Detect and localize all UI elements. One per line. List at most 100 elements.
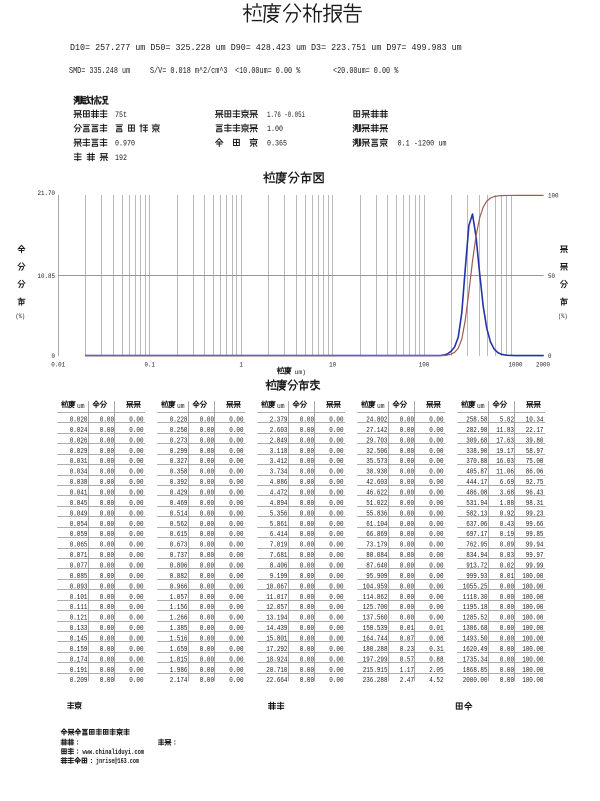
svg-text:0.00: 0.00 — [429, 510, 443, 518]
svg-text:1.815: 1.815 — [170, 656, 188, 664]
svg-text:0.00: 0.00 — [129, 667, 143, 675]
svg-text:0.00: 0.00 — [100, 615, 114, 623]
svg-text:0.00: 0.00 — [129, 583, 143, 591]
svg-text:2.849: 2.849 — [270, 437, 288, 445]
svg-text::: : — [173, 739, 177, 747]
svg-text:0.077: 0.077 — [70, 563, 88, 571]
svg-text:100.00: 100.00 — [522, 636, 543, 644]
svg-text:0.00: 0.00 — [300, 604, 314, 612]
svg-text:24.802: 24.802 — [366, 417, 387, 425]
svg-text:0.020: 0.020 — [70, 417, 88, 425]
svg-text:0.00: 0.00 — [300, 510, 314, 518]
svg-text:17.292: 17.292 — [266, 646, 287, 654]
svg-text:32.506: 32.506 — [366, 448, 387, 456]
svg-text::: : — [76, 749, 80, 757]
svg-text:0.882: 0.882 — [170, 573, 188, 581]
svg-text:7.681: 7.681 — [270, 552, 288, 560]
svg-text:0.00: 0.00 — [100, 583, 114, 591]
svg-text:0.00: 0.00 — [429, 552, 443, 560]
svg-text:0.121: 0.121 — [70, 615, 88, 623]
svg-text:0.00: 0.00 — [129, 636, 143, 644]
svg-text:0.00: 0.00 — [100, 552, 114, 560]
svg-text:0.00: 0.00 — [429, 531, 443, 539]
svg-text:0.00: 0.00 — [129, 573, 143, 581]
svg-text:0.00: 0.00 — [300, 437, 314, 445]
svg-text:29.703: 29.703 — [366, 437, 387, 445]
svg-text:0.00: 0.00 — [400, 479, 414, 487]
svg-text:0.00: 0.00 — [100, 646, 114, 654]
svg-text::: : — [90, 758, 94, 766]
svg-text:86.06: 86.06 — [526, 469, 544, 477]
svg-text:0.00: 0.00 — [429, 604, 443, 612]
svg-text:0.88: 0.88 — [429, 656, 443, 664]
svg-text:0.00: 0.00 — [200, 521, 214, 529]
svg-text:1195.18: 1195.18 — [463, 604, 488, 612]
svg-text:0.00: 0.00 — [100, 490, 114, 498]
svg-text:4.894: 4.894 — [270, 500, 288, 508]
svg-text:0.673: 0.673 — [170, 542, 188, 550]
svg-text:SMD= 335.248 um: SMD= 335.248 um — [69, 66, 130, 76]
svg-text:0.19: 0.19 — [500, 531, 514, 539]
svg-text:0.250: 0.250 — [170, 427, 188, 435]
svg-text:0.00: 0.00 — [100, 448, 114, 456]
svg-text:0.00: 0.00 — [229, 542, 243, 550]
svg-text:22.17: 22.17 — [526, 427, 544, 435]
svg-text:1493.50: 1493.50 — [463, 636, 488, 644]
svg-text:0.00: 0.00 — [229, 583, 243, 591]
svg-text:0.00: 0.00 — [300, 500, 314, 508]
svg-text:100.00: 100.00 — [522, 656, 543, 664]
svg-text:0.209: 0.209 — [70, 677, 88, 685]
svg-text:0.00: 0.00 — [329, 510, 343, 518]
svg-text:27.142: 27.142 — [366, 427, 387, 435]
svg-text:0.00: 0.00 — [300, 552, 314, 560]
svg-text:11.06: 11.06 — [496, 469, 514, 477]
svg-text:0.00: 0.00 — [229, 521, 243, 529]
svg-text:<10.00um= 0.00 %: <10.00um= 0.00 % — [235, 66, 301, 76]
svg-text:0.00: 0.00 — [129, 448, 143, 456]
svg-text:51.022: 51.022 — [366, 500, 387, 508]
svg-text:0.299: 0.299 — [170, 448, 188, 456]
svg-text:0.00: 0.00 — [229, 625, 243, 633]
svg-text:0.00: 0.00 — [500, 677, 514, 685]
svg-text:0.00: 0.00 — [200, 563, 214, 571]
svg-text:9.199: 9.199 — [270, 573, 288, 581]
svg-text:0.00: 0.00 — [300, 490, 314, 498]
svg-text:100.00: 100.00 — [522, 583, 543, 591]
svg-text:0.00: 0.00 — [129, 500, 143, 508]
svg-text:10.067: 10.067 — [266, 583, 287, 591]
svg-text:0.00: 0.00 — [129, 417, 143, 425]
svg-text:22.664: 22.664 — [266, 677, 287, 685]
svg-text:0.00: 0.00 — [229, 448, 243, 456]
svg-text:2.05: 2.05 — [429, 667, 443, 675]
svg-text:0.00: 0.00 — [400, 563, 414, 571]
svg-text:0.00: 0.00 — [129, 531, 143, 539]
svg-text:1.659: 1.659 — [170, 646, 188, 654]
svg-text:0.071: 0.071 — [70, 552, 88, 560]
svg-text:66.869: 66.869 — [366, 531, 387, 539]
svg-text:0.00: 0.00 — [300, 542, 314, 550]
svg-text:114.862: 114.862 — [363, 594, 388, 602]
svg-text:1.516: 1.516 — [170, 636, 188, 644]
svg-text:1.76 -0.05i: 1.76 -0.05i — [267, 111, 305, 120]
svg-text:0.00: 0.00 — [429, 490, 443, 498]
svg-text:0.00: 0.00 — [429, 573, 443, 581]
svg-text:164.744: 164.744 — [363, 636, 388, 644]
svg-text:99.66: 99.66 — [526, 521, 544, 529]
svg-text:17.63: 17.63 — [496, 437, 514, 445]
svg-text:0.00: 0.00 — [229, 500, 243, 508]
svg-text:0.00: 0.00 — [400, 448, 414, 456]
svg-text:0.00: 0.00 — [200, 479, 214, 487]
svg-text:0.024: 0.024 — [70, 427, 88, 435]
svg-text:0.00: 0.00 — [100, 521, 114, 529]
svg-text:0.159: 0.159 — [70, 646, 88, 654]
svg-text:100.00: 100.00 — [522, 625, 543, 633]
svg-text:10: 10 — [329, 361, 336, 369]
svg-text:0.00: 0.00 — [200, 542, 214, 550]
svg-text:0.093: 0.093 — [70, 583, 88, 591]
svg-text:0.00: 0.00 — [100, 656, 114, 664]
svg-text:0.00: 0.00 — [229, 677, 243, 685]
svg-text:0.00: 0.00 — [500, 636, 514, 644]
svg-text:0.00: 0.00 — [300, 667, 314, 675]
svg-text:0.00: 0.00 — [429, 563, 443, 571]
svg-text:0.00: 0.00 — [300, 427, 314, 435]
